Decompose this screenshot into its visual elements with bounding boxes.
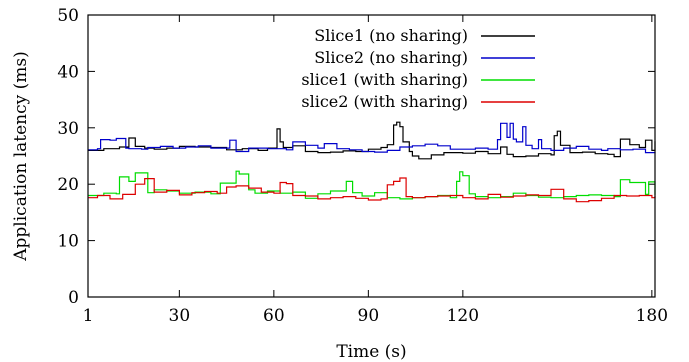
y-tick-label: 50 [57, 6, 79, 26]
series-group [88, 121, 656, 203]
y-tick-label: 30 [57, 119, 79, 139]
axis-ticks: 1 30 60 90 120 180 0 10 20 30 40 50 [57, 6, 668, 326]
series-line-1 [88, 121, 656, 160]
legend-label-4: slice2 (with sharing) [301, 92, 468, 111]
x-tick-label: 120 [447, 306, 479, 326]
y-axis-label: Application latency (ms) [11, 51, 31, 261]
legend-label-2: Slice2 (no sharing) [314, 48, 468, 67]
x-tick-label: 60 [263, 306, 285, 326]
y-tick-label: 0 [68, 288, 79, 308]
y-tick-label: 10 [57, 232, 79, 252]
plot-frame [87, 14, 656, 298]
legend-label-3: slice1 (with sharing) [301, 70, 468, 89]
series-line-4 [88, 177, 656, 203]
y-tick-label: 40 [57, 62, 79, 82]
y-tick-label: 20 [57, 175, 79, 195]
series-line-3 [88, 170, 656, 200]
x-axis-label: Time (s) [336, 342, 406, 362]
series-line-2 [88, 122, 656, 154]
legend: Slice1 (no sharing) Slice2 (no sharing) sl… [301, 26, 535, 111]
x-tick-label: 90 [358, 306, 380, 326]
x-tick-label: 180 [636, 306, 668, 326]
legend-label-1: Slice1 (no sharing) [314, 26, 468, 45]
x-tick-label: 30 [169, 306, 191, 326]
x-tick-label: 1 [83, 306, 94, 326]
